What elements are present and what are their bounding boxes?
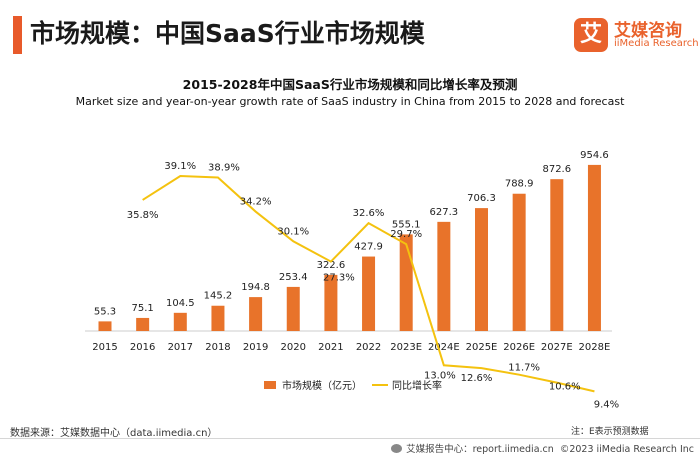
x-tick-label-2022: 2022: [356, 342, 381, 353]
logo-badge: 艾: [574, 18, 608, 52]
forecast-note: 注：E表示预测数据: [571, 427, 649, 437]
growth-label-2017: 39.1%: [164, 161, 196, 172]
x-tick-label-2015: 2015: [92, 342, 117, 353]
growth-label-2028E: 9.4%: [594, 399, 619, 410]
chart-title: 2015-2028年中国SaaS行业市场规模和同比增长率及预测: [182, 77, 518, 92]
logo-name-en: iiMedia Research: [614, 38, 699, 49]
growth-label-2018: 38.9%: [208, 162, 240, 173]
bar-2022: [362, 256, 376, 331]
x-tick-label-2021: 2021: [318, 342, 343, 353]
logo-name-cn: 艾媒咨询: [614, 21, 682, 41]
footer-credits: 艾媒报告中心：report.iimedia.cn ©2023 iiMedia R…: [391, 441, 694, 455]
bar-2018: [211, 305, 225, 331]
page-title: 市场规模：中国SaaS行业市场规模: [30, 19, 425, 48]
bar-value-label-2015: 55.3: [94, 306, 116, 317]
bar-2026E: [512, 193, 526, 331]
footer-divider: [0, 438, 700, 439]
x-tick-label-2023E: 2023E: [390, 342, 422, 353]
bar-value-label-2025E: 706.3: [467, 193, 496, 204]
x-tick-label-2026E: 2026E: [503, 342, 535, 353]
bar-value-label-2024E: 627.3: [430, 207, 459, 218]
legend-bar-swatch: [264, 381, 276, 389]
x-tick-label-2024E: 2024E: [428, 342, 460, 353]
bar-2017: [173, 312, 187, 331]
report-center: 艾媒报告中心：report.iimedia.cn: [406, 444, 554, 455]
iimedia-logo: 艾 艾媒咨询 iiMedia Research: [566, 16, 699, 54]
bar-value-label-2023E: 555.1: [392, 219, 421, 230]
bar-2019: [249, 297, 263, 331]
x-tick-label-2017: 2017: [168, 342, 193, 353]
x-tick-label-2027E: 2027E: [541, 342, 573, 353]
bar-2023E: [399, 234, 413, 331]
legend-bar-label: 市场规模（亿元）: [282, 379, 362, 392]
bar-2028E: [587, 164, 601, 331]
bar-value-label-2020: 253.4: [279, 272, 308, 283]
x-tick-label-2019: 2019: [243, 342, 268, 353]
growth-label-2016: 35.8%: [127, 210, 159, 221]
bar-2024E: [437, 221, 451, 331]
x-tick-label-2025E: 2025E: [466, 342, 498, 353]
bar-value-label-2018: 145.2: [204, 291, 233, 302]
x-tick-label-2016: 2016: [130, 342, 155, 353]
chart-canvas: 55.3 2015 75.1 2016 104.5 2017 145.2 2018 194.8 2…: [85, 150, 619, 410]
bar-value-label-2028E: 954.6: [580, 150, 609, 161]
growth-label-2023E: 29.7%: [390, 229, 422, 240]
growth-label-2021: 27.3%: [323, 273, 355, 284]
bar-value-label-2022: 427.9: [354, 242, 383, 253]
growth-label-2020: 30.1%: [277, 226, 309, 237]
growth-label-2027E: 10.6%: [549, 382, 581, 393]
wechat-icon: [391, 444, 403, 453]
bar-value-label-2026E: 788.9: [505, 179, 534, 190]
title-accent-bar: [13, 16, 22, 54]
x-tick-label-2020: 2020: [281, 342, 306, 353]
growth-label-2019: 34.2%: [240, 197, 272, 208]
bar-2025E: [475, 208, 488, 331]
bar-2016: [136, 317, 150, 331]
chart-subtitle: Market size and year-on-year growth rate…: [75, 95, 625, 108]
bar-value-label-2027E: 872.6: [542, 164, 571, 175]
bar-2015: [98, 321, 112, 331]
growth-label-2025E: 12.6%: [461, 373, 493, 384]
bar-value-label-2021: 322.6: [317, 260, 346, 271]
x-tick-label-2018: 2018: [205, 342, 230, 353]
bar-2021: [324, 274, 338, 331]
data-source: 数据来源：艾媒数据中心（data.iimedia.cn）: [10, 428, 218, 439]
copyright: ©2023 iiMedia Research Inc: [559, 444, 694, 455]
bar-value-label-2016: 75.1: [132, 303, 154, 314]
growth-label-2022: 32.6%: [353, 208, 385, 219]
growth-label-2024E: 13.0%: [424, 370, 456, 381]
growth-rate-line: [142, 175, 595, 393]
bar-value-label-2019: 194.8: [241, 282, 270, 293]
bar-value-label-2017: 104.5: [166, 298, 195, 309]
x-tick-label-2028E: 2028E: [579, 342, 611, 353]
legend-line-label: 同比增长率: [392, 379, 442, 392]
bar-2020: [286, 286, 300, 331]
growth-label-2026E: 11.7%: [508, 363, 540, 374]
bar-2027E: [550, 179, 564, 331]
